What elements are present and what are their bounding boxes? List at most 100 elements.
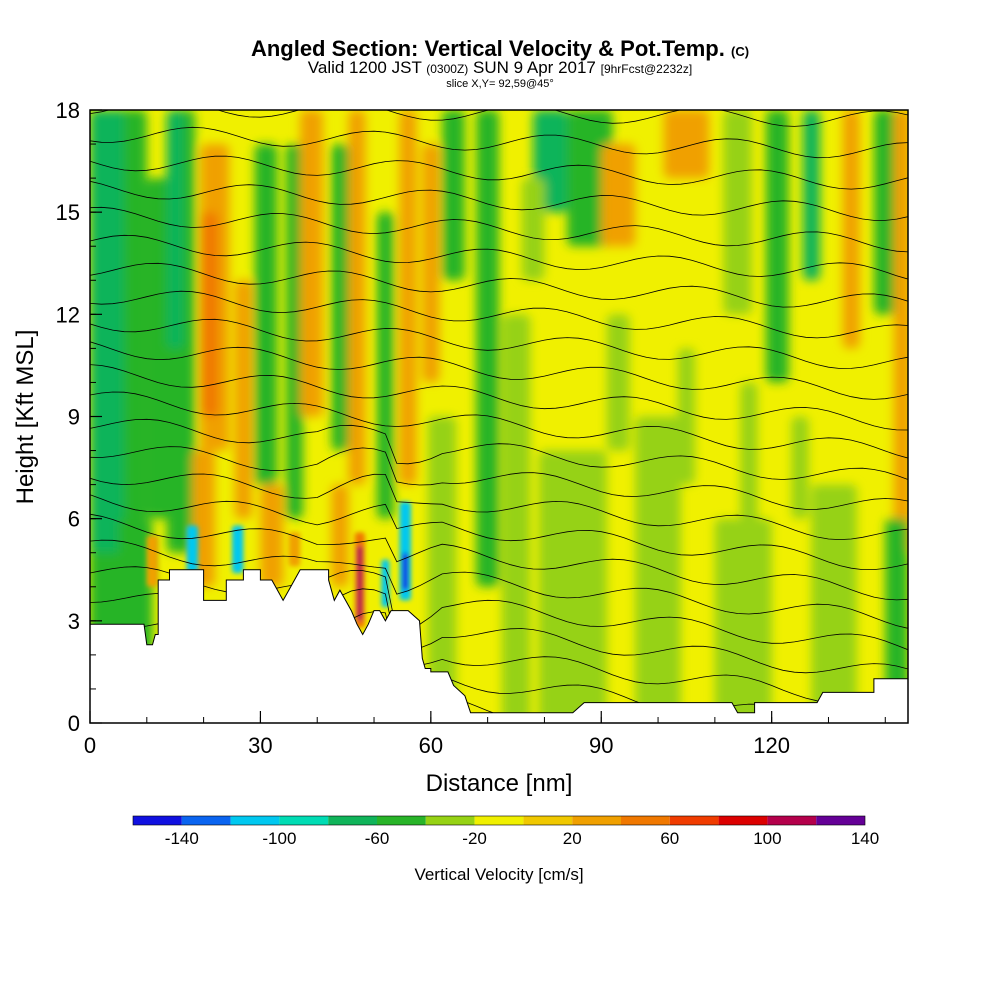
theta-contour	[90, 206, 908, 253]
velocity-region	[663, 110, 710, 179]
theta-contour	[90, 391, 908, 459]
theta-contour	[90, 341, 908, 400]
colorbar-tick-label: 20	[563, 829, 582, 848]
velocity-region	[399, 110, 417, 485]
colorbar-frame	[132, 815, 866, 826]
velocity-region	[260, 484, 284, 587]
velocity-region	[442, 110, 465, 281]
velocity-core	[402, 552, 409, 591]
y-tick-label: 0	[68, 711, 80, 736]
theta-contour	[90, 110, 908, 127]
colorbar-tick-label: -20	[462, 829, 487, 848]
x-axis: 0 30 60 90 120	[84, 711, 886, 758]
theta-contour	[90, 126, 908, 159]
colorbar-swatch	[377, 816, 426, 825]
velocity-core	[232, 525, 244, 574]
velocity-region	[90, 110, 125, 553]
velocity-region	[606, 314, 630, 451]
y-axis: 0 3 6 9 12 15 18	[56, 98, 102, 736]
velocity-region	[873, 110, 897, 315]
y-tick-label: 9	[68, 405, 80, 430]
velocity-region	[376, 212, 394, 519]
theta-contour	[90, 70, 908, 95]
colorbar-tick-label: -100	[262, 829, 296, 848]
theta-contour	[90, 539, 908, 629]
theta-contour	[90, 418, 908, 480]
velocity-region	[300, 110, 323, 417]
colorbar-swatch	[621, 816, 670, 825]
plot-area	[90, 13, 908, 723]
theta-contour	[90, 42, 908, 66]
colorbar-swatch	[279, 816, 329, 825]
velocity-region	[146, 178, 170, 519]
theta-contour	[90, 473, 908, 541]
velocity-region	[791, 416, 809, 519]
theta-contour	[90, 513, 908, 601]
velocity-region	[521, 178, 545, 281]
velocity-region	[118, 518, 153, 655]
colorbar-swatch	[230, 816, 280, 825]
y-tick-label: 6	[68, 507, 80, 532]
theta-contour	[90, 155, 908, 190]
theta-contour	[90, 494, 908, 570]
colorbar-tick-label: 60	[660, 829, 679, 848]
x-tick-label: 30	[248, 733, 272, 758]
velocity-region	[427, 416, 457, 723]
theta-contour	[90, 290, 908, 339]
valid-date: SUN 9 Apr 2017	[473, 58, 596, 77]
velocity-region	[714, 518, 772, 723]
velocity-region	[811, 484, 857, 723]
x-tick-label: 60	[419, 733, 443, 758]
theta-contour	[90, 180, 908, 221]
velocity-region	[538, 450, 607, 723]
colorbar-tick-label: 100	[753, 829, 781, 848]
theta-contour	[90, 364, 908, 431]
valid-time: Valid 1200 JST	[307, 58, 422, 77]
velocity-region	[601, 144, 636, 247]
valid-utc: (0300Z)	[426, 62, 469, 76]
colorbar: -140 -100 -60 -20 20 60 100 140	[132, 815, 879, 848]
colorbar-swatch	[181, 816, 231, 825]
velocity-region	[331, 484, 349, 587]
colorbar-tick-label: -140	[165, 829, 199, 848]
velocity-region	[476, 110, 499, 587]
velocity-region	[893, 110, 908, 553]
colorbar-swatch	[474, 816, 524, 825]
velocity-region	[842, 110, 860, 349]
velocity-region	[765, 110, 789, 383]
velocity-core	[288, 532, 301, 567]
y-axis-label: Height [Kft MSL]	[12, 330, 39, 505]
slice-info: slice X,Y= 92,59@45°	[446, 78, 554, 90]
chart-title: Angled Section: Vertical Velocity & Pot.…	[0, 36, 1000, 62]
velocity-region	[285, 144, 304, 519]
velocity-region	[331, 144, 349, 451]
theta-contour	[90, 262, 908, 308]
x-tick-label: 90	[589, 733, 613, 758]
colorbar-swatch	[328, 816, 377, 825]
theta-contour	[90, 234, 908, 280]
velocity-core	[186, 525, 198, 574]
velocity-region	[422, 144, 440, 383]
velocity-region	[723, 110, 752, 315]
theta-contour	[90, 318, 908, 369]
velocity-region	[885, 518, 908, 723]
colorbar-swatch	[718, 816, 768, 825]
velocity-region	[254, 144, 278, 485]
x-tick-label: 0	[84, 733, 96, 758]
velocity-region	[234, 280, 252, 519]
forecast-info: [9hrFcst@2232z]	[600, 62, 693, 76]
theta-contour	[90, 13, 908, 33]
velocity-region	[200, 212, 218, 417]
y-tick-label: 12	[56, 302, 80, 327]
velocity-region	[166, 110, 184, 349]
theta-contour	[90, 446, 908, 510]
colorbar-title: Vertical Velocity [cm/s]	[414, 865, 583, 884]
y-tick-label: 15	[56, 200, 80, 225]
velocity-region	[635, 416, 681, 723]
colorbar-tick-label: -60	[365, 829, 390, 848]
velocity-region	[740, 382, 758, 553]
velocity-core	[356, 545, 363, 621]
colorbar-swatch	[767, 816, 817, 825]
valid-time-line: Valid 1200 JST (0300Z) SUN 9 Apr 2017 [9…	[0, 58, 1000, 78]
